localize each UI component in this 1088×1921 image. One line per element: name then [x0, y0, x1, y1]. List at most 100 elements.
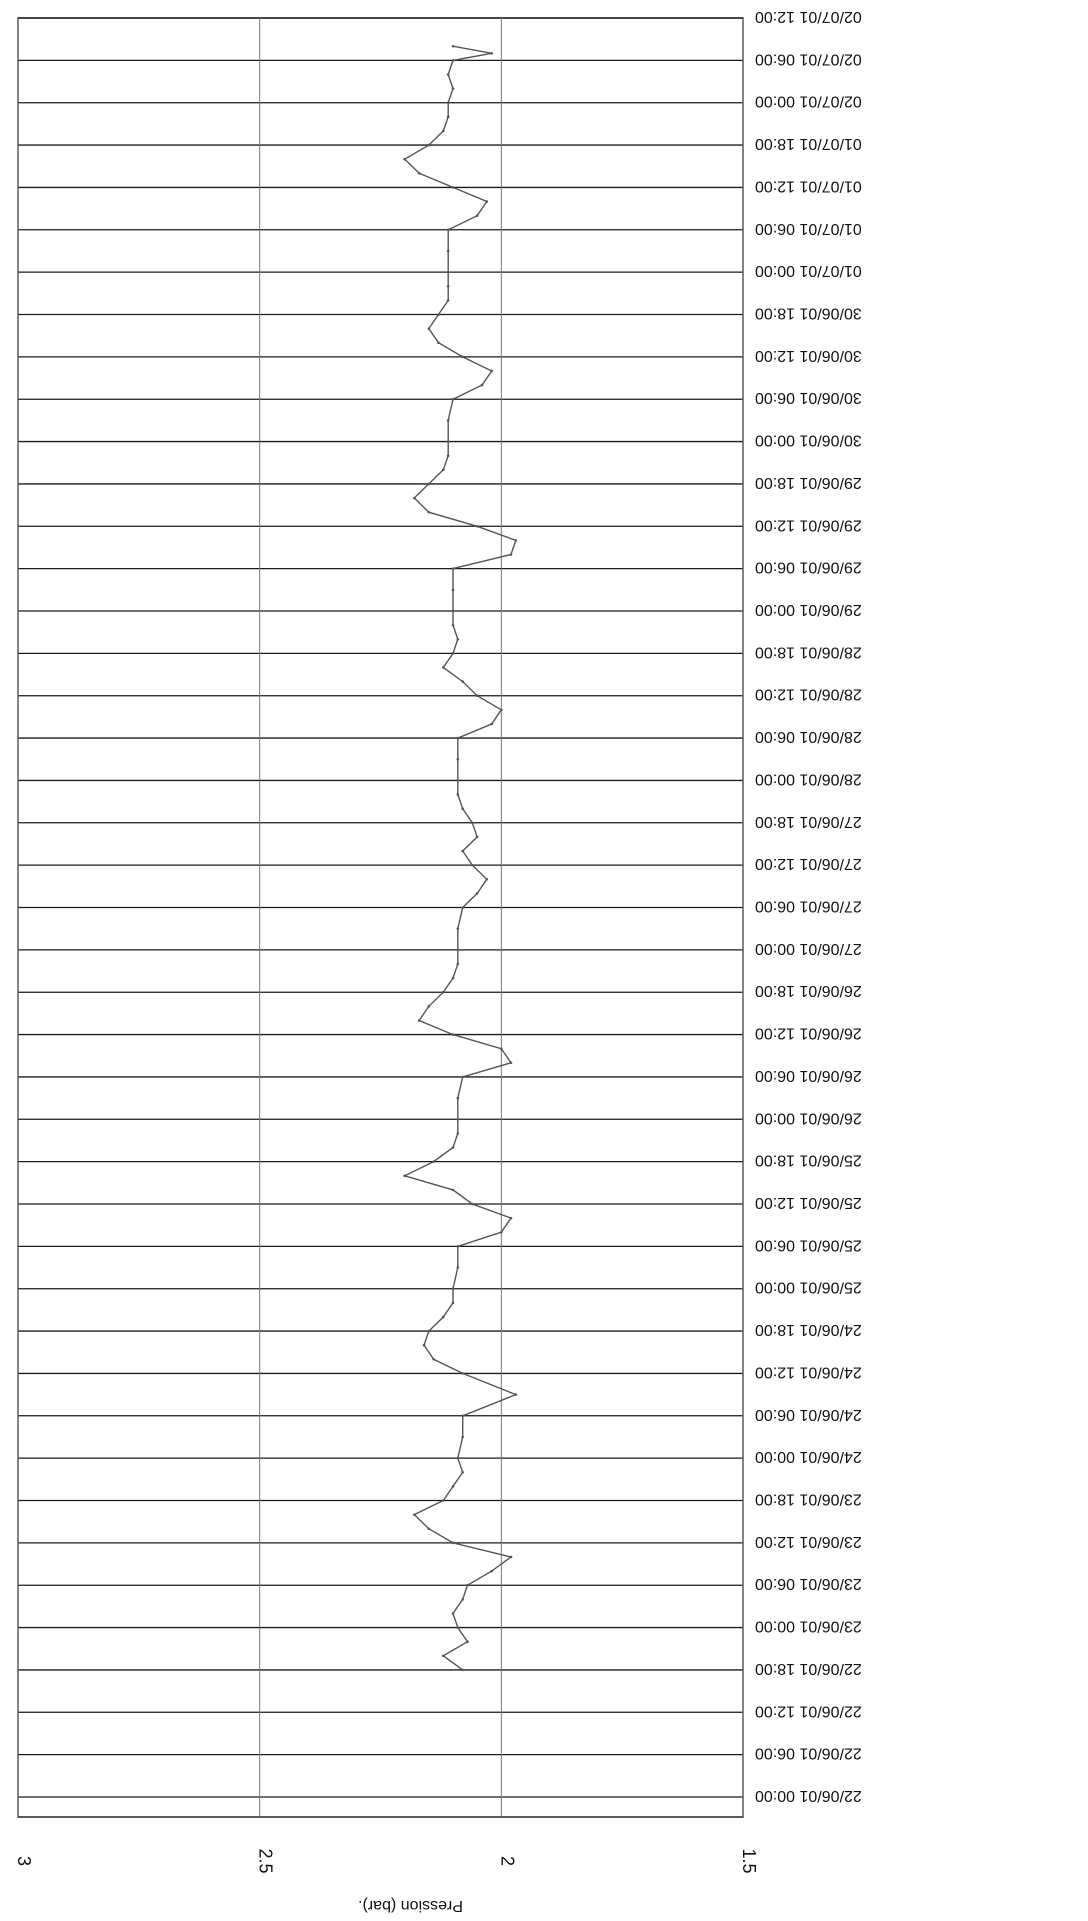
- time-tick-label: 25/06/01 18:00: [755, 1152, 862, 1169]
- y-axis-label: Pression (bar).: [358, 1897, 463, 1914]
- data-point: [442, 1654, 445, 1658]
- data-point: [451, 1485, 455, 1488]
- data-point: [456, 948, 460, 952]
- data-point: [413, 496, 416, 500]
- time-tick-label: 26/06/01 06:00: [755, 1067, 862, 1084]
- data-point: [490, 369, 493, 373]
- time-tick-label: 01/07/01 06:00: [755, 220, 862, 237]
- data-point: [456, 1245, 460, 1248]
- time-tick-label: 24/06/01 12:00: [755, 1363, 862, 1380]
- time-gridlines: [18, 17, 743, 1798]
- data-point: [446, 228, 450, 232]
- data-point: [500, 1047, 503, 1050]
- data-point: [456, 793, 460, 796]
- data-point: [446, 270, 450, 274]
- data-point: [514, 1393, 518, 1396]
- time-tick-label: 30/06/01 18:00: [755, 305, 862, 322]
- data-point: [403, 1174, 406, 1178]
- pressure-tick-labels: 1.5 2 2.5 3: [14, 1848, 759, 1873]
- data-point: [456, 1626, 460, 1629]
- data-point: [461, 1470, 464, 1474]
- data-point: [442, 468, 445, 472]
- data-point: [456, 1456, 460, 1460]
- data-point: [485, 877, 489, 881]
- data-point: [427, 510, 431, 514]
- data-point: [442, 666, 445, 669]
- data-point: [471, 863, 474, 867]
- data-point: [432, 1160, 435, 1163]
- data-point: [422, 1343, 426, 1347]
- time-tick-label: 01/07/01 00:00: [755, 262, 862, 279]
- data-point: [456, 1096, 460, 1100]
- time-tick-label: 24/06/01 18:00: [755, 1321, 862, 1338]
- data-point: [461, 1414, 464, 1418]
- data-point: [480, 383, 484, 387]
- data-point: [456, 1132, 460, 1135]
- time-tick-label: 26/06/01 00:00: [755, 1109, 862, 1126]
- data-point: [461, 1372, 464, 1375]
- data-point: [446, 440, 450, 443]
- data-point: [461, 1598, 464, 1601]
- data-point: [451, 652, 455, 655]
- data-point: [446, 115, 450, 119]
- data-point: [446, 249, 450, 253]
- time-tick-label: 29/06/01 12:00: [755, 516, 862, 533]
- data-point: [451, 186, 455, 189]
- data-point: [475, 892, 479, 895]
- data-point: [475, 524, 479, 528]
- data-point: [471, 1202, 474, 1206]
- data-point: [471, 821, 474, 825]
- data-point: [442, 129, 445, 133]
- data-point: [461, 906, 464, 909]
- data-point: [446, 73, 450, 76]
- data-point: [485, 200, 489, 203]
- time-tick-label: 02/07/01 12:00: [755, 8, 862, 25]
- pressure-tick-label: 2.5: [256, 1848, 276, 1873]
- data-point: [417, 172, 421, 175]
- data-point: [456, 757, 460, 761]
- data-point: [446, 454, 450, 457]
- time-tick-label: 30/06/01 12:00: [755, 347, 862, 364]
- time-tick-label: 22/06/01 12:00: [755, 1702, 862, 1719]
- time-tick-label: 23/06/01 06:00: [755, 1575, 862, 1592]
- data-point: [451, 1541, 455, 1545]
- time-tick-label: 22/06/01 06:00: [755, 1745, 862, 1762]
- data-point: [451, 87, 455, 90]
- data-point: [442, 1499, 445, 1502]
- data-point: [451, 1146, 455, 1149]
- data-point: [490, 51, 493, 55]
- time-tick-label: 25/06/01 12:00: [755, 1194, 862, 1211]
- time-tick-label: 01/07/01 12:00: [755, 177, 862, 194]
- data-point: [451, 59, 455, 62]
- data-point: [446, 284, 450, 288]
- data-point: [451, 609, 455, 613]
- time-tick-label: 29/06/01 18:00: [755, 474, 862, 491]
- data-point: [451, 1188, 455, 1192]
- time-tick-label: 26/06/01 12:00: [755, 1025, 862, 1042]
- data-point: [466, 1640, 469, 1643]
- data-point: [475, 835, 479, 839]
- time-tick-label: 01/07/01 18:00: [755, 135, 862, 152]
- time-tick-label: 29/06/01 00:00: [755, 601, 862, 618]
- time-tick-label: 24/06/01 00:00: [755, 1448, 862, 1465]
- data-point: [446, 299, 450, 302]
- data-point: [461, 355, 464, 359]
- data-point: [451, 44, 455, 48]
- time-tick-label: 02/07/01 00:00: [755, 93, 862, 110]
- data-point: [509, 1555, 513, 1559]
- time-tick-label: 23/06/01 18:00: [755, 1491, 862, 1508]
- series-layer: [402, 44, 518, 1672]
- data-point: [461, 680, 464, 683]
- data-point: [475, 214, 479, 217]
- data-point: [432, 1358, 435, 1361]
- pressure-series-line: [402, 45, 518, 1671]
- time-tick-label: 25/06/01 06:00: [755, 1236, 862, 1253]
- time-tick-label: 27/06/01 00:00: [755, 940, 862, 957]
- time-tick-label: 23/06/01 12:00: [755, 1533, 862, 1550]
- time-tick-label: 24/06/01 06:00: [755, 1406, 862, 1423]
- data-point: [466, 1583, 469, 1587]
- data-point: [403, 157, 406, 161]
- time-tick-label: 30/06/01 06:00: [755, 389, 862, 406]
- data-point: [514, 539, 518, 542]
